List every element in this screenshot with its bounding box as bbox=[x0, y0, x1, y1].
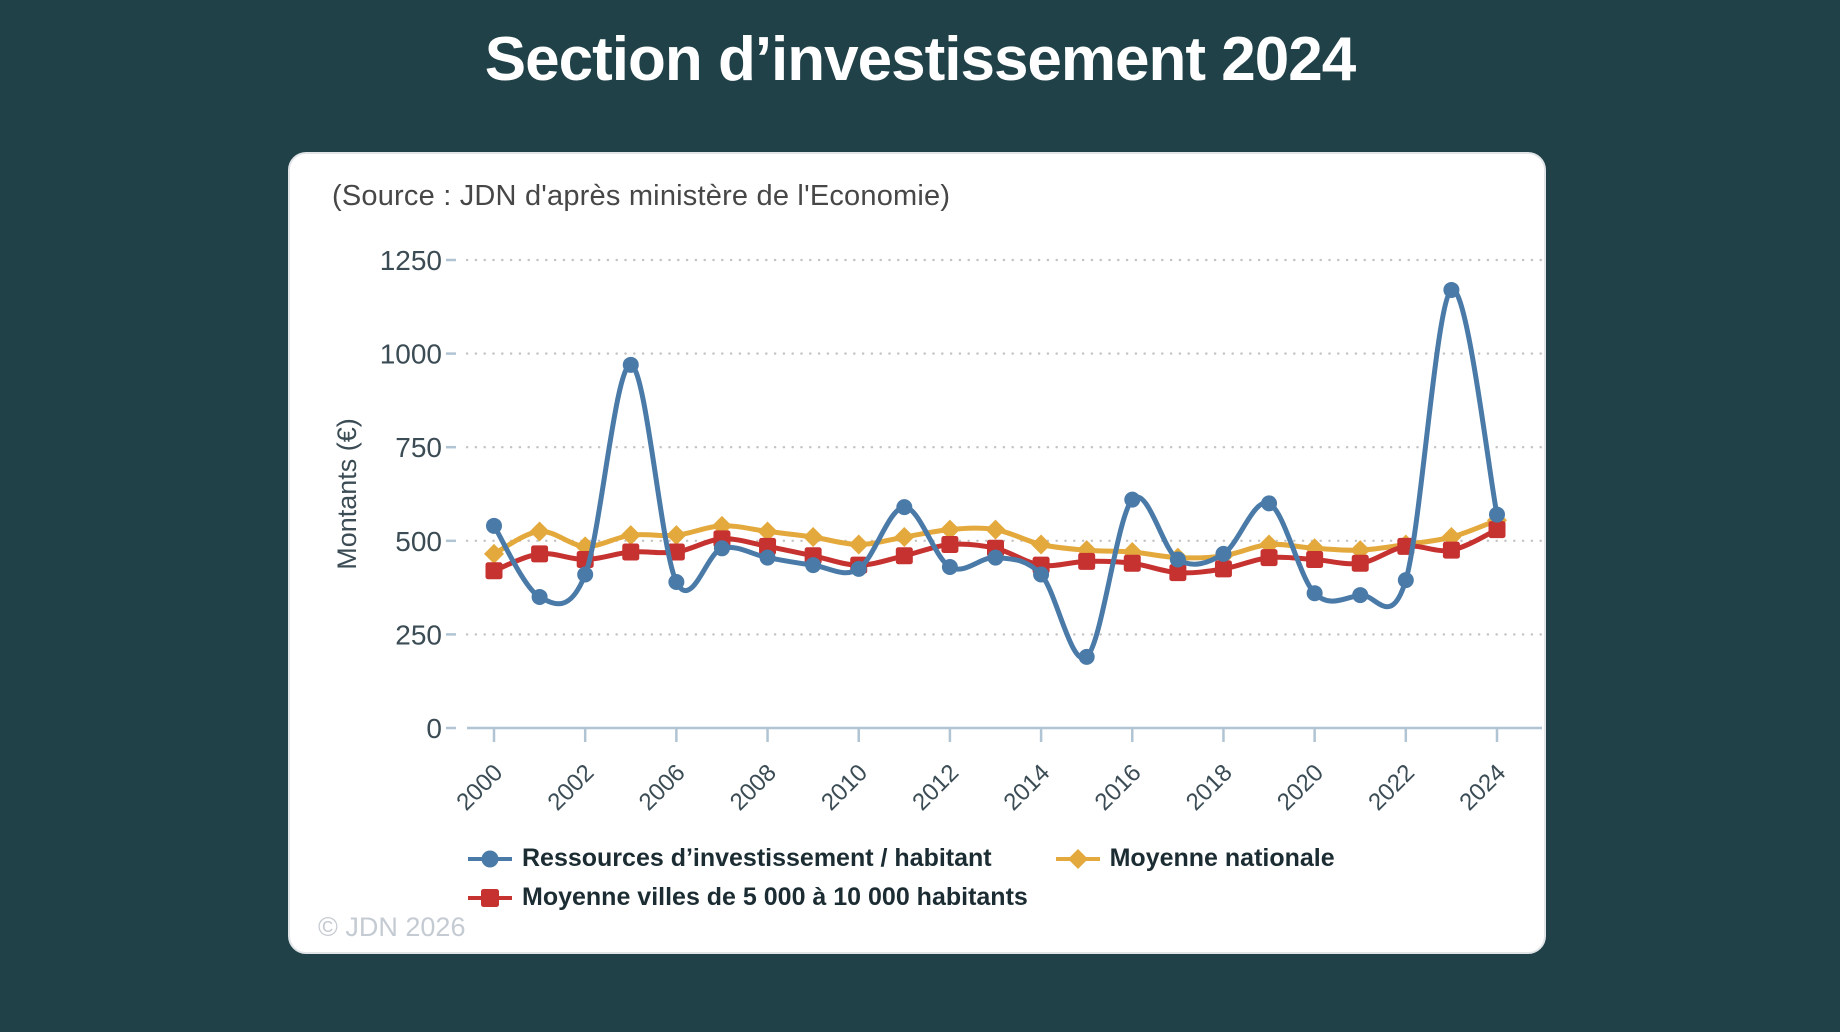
legend-item-moyenne-villes[interactable]: Moyenne villes de 5 000 à 10 000 habitan… bbox=[468, 883, 1028, 912]
data-point-square bbox=[1488, 521, 1506, 539]
series-line-0 bbox=[491, 287, 1500, 661]
data-point-diamond bbox=[985, 519, 1006, 540]
legend-row-1: Ressources d’investissement / habitant M… bbox=[290, 844, 1548, 873]
data-point-circle bbox=[577, 566, 594, 583]
x-axis-tick-label: 2008 bbox=[725, 759, 782, 816]
data-point-circle bbox=[1033, 566, 1050, 583]
data-point-circle bbox=[941, 559, 958, 576]
x-axis-tick-label: 2016 bbox=[1090, 759, 1147, 816]
y-axis-tick-label: 1250 bbox=[380, 245, 442, 276]
data-point-circle bbox=[1078, 648, 1095, 665]
y-axis-tick-label: 250 bbox=[395, 619, 442, 650]
data-point-circle bbox=[531, 588, 548, 605]
data-point-square bbox=[485, 562, 503, 580]
data-point-circle bbox=[987, 549, 1004, 566]
circle-marker-icon bbox=[468, 850, 512, 867]
data-point-circle bbox=[1215, 545, 1232, 562]
x-axis-tick-label: 2000 bbox=[451, 759, 508, 816]
data-point-diamond bbox=[1031, 534, 1052, 555]
data-point-circle bbox=[668, 573, 685, 590]
data-point-square bbox=[1123, 554, 1141, 572]
data-point-diamond bbox=[939, 519, 960, 540]
data-point-square bbox=[1260, 549, 1278, 567]
data-point-circle bbox=[1443, 281, 1460, 298]
x-axis-tick-label: 2018 bbox=[1181, 759, 1238, 816]
data-point-circle bbox=[850, 560, 867, 577]
x-axis-tick-label: 2014 bbox=[998, 759, 1055, 816]
legend-label-ressources: Ressources d’investissement / habitant bbox=[522, 844, 992, 872]
data-point-diamond bbox=[894, 527, 915, 548]
square-marker-icon bbox=[468, 888, 512, 907]
data-point-diamond bbox=[757, 521, 778, 542]
data-point-circle bbox=[896, 499, 913, 516]
data-point-square bbox=[1169, 564, 1187, 582]
data-point-square bbox=[1214, 560, 1232, 578]
data-point-diamond bbox=[620, 525, 641, 546]
data-point-circle bbox=[1261, 495, 1278, 512]
x-axis-tick-label: 2002 bbox=[543, 759, 600, 816]
y-axis-title: Montants (€) bbox=[332, 418, 362, 570]
legend-row-2: Moyenne villes de 5 000 à 10 000 habitan… bbox=[290, 883, 1548, 912]
y-axis-tick-label: 750 bbox=[395, 432, 442, 463]
data-point-square bbox=[1351, 554, 1369, 572]
copyright: © JDN 2026 bbox=[318, 912, 466, 942]
data-point-square bbox=[1078, 552, 1096, 570]
data-point-square bbox=[759, 537, 777, 555]
data-point-diamond bbox=[484, 543, 504, 564]
source-note: (Source : JDN d'après ministère de l'Eco… bbox=[332, 180, 951, 212]
page-title: Section d’investissement 2024 bbox=[484, 25, 1356, 94]
data-point-circle bbox=[1352, 587, 1369, 604]
data-point-diamond bbox=[1441, 527, 1462, 548]
legend-item-ressources-investissement[interactable]: Ressources d’investissement / habitant bbox=[468, 844, 992, 873]
data-point-circle bbox=[805, 557, 822, 574]
data-point-circle bbox=[1397, 572, 1414, 589]
y-axis-tick-label: 500 bbox=[395, 526, 442, 557]
y-axis-tick-label: 0 bbox=[426, 713, 442, 744]
data-point-square bbox=[531, 545, 549, 563]
diamond-marker-icon bbox=[1055, 848, 1100, 869]
x-axis-tick-label: 2010 bbox=[816, 759, 873, 816]
data-point-circle bbox=[1124, 491, 1141, 508]
data-point-diamond bbox=[1350, 540, 1371, 561]
data-point-square bbox=[941, 536, 959, 554]
data-point-square bbox=[667, 543, 685, 561]
data-point-square bbox=[622, 543, 640, 561]
legend-item-moyenne-nationale[interactable]: Moyenne nationale bbox=[1055, 844, 1335, 873]
x-axis-tick-label: 2006 bbox=[634, 759, 691, 816]
y-axis-tick-label: 1000 bbox=[380, 339, 442, 370]
data-point-diamond bbox=[575, 536, 596, 557]
data-point-circle bbox=[622, 356, 639, 373]
data-point-diamond bbox=[848, 534, 869, 555]
legend-label-moyenne-villes: Moyenne villes de 5 000 à 10 000 habitan… bbox=[522, 883, 1028, 911]
legend-label-moyenne-nationale: Moyenne nationale bbox=[1109, 844, 1335, 872]
data-point-square bbox=[1442, 541, 1460, 559]
chart-legend: Ressources d’investissement / habitant M… bbox=[290, 844, 1548, 922]
data-point-circle bbox=[1489, 506, 1505, 523]
x-axis-tick-label: 2020 bbox=[1272, 759, 1329, 816]
data-point-diamond bbox=[529, 521, 550, 542]
data-point-diamond bbox=[666, 525, 687, 546]
data-point-circle bbox=[1169, 551, 1186, 568]
data-point-square bbox=[895, 547, 913, 565]
chart-svg: 0 250 500 750 1000 1250 2000 2002 2006 2008 2010 20… bbox=[332, 245, 1544, 816]
x-axis-tick-label: 2022 bbox=[1363, 759, 1420, 816]
data-point-circle bbox=[713, 540, 730, 557]
x-axis-tick-label: 2024 bbox=[1454, 759, 1511, 816]
data-point-diamond bbox=[803, 527, 824, 548]
data-point-square bbox=[1306, 551, 1324, 569]
data-point-circle bbox=[1306, 585, 1323, 602]
chart-card: (Source : JDN d'après ministère de l'Eco… bbox=[288, 152, 1546, 954]
data-point-circle bbox=[486, 517, 502, 534]
x-axis-tick-label: 2012 bbox=[907, 759, 964, 816]
data-point-circle bbox=[759, 549, 776, 566]
